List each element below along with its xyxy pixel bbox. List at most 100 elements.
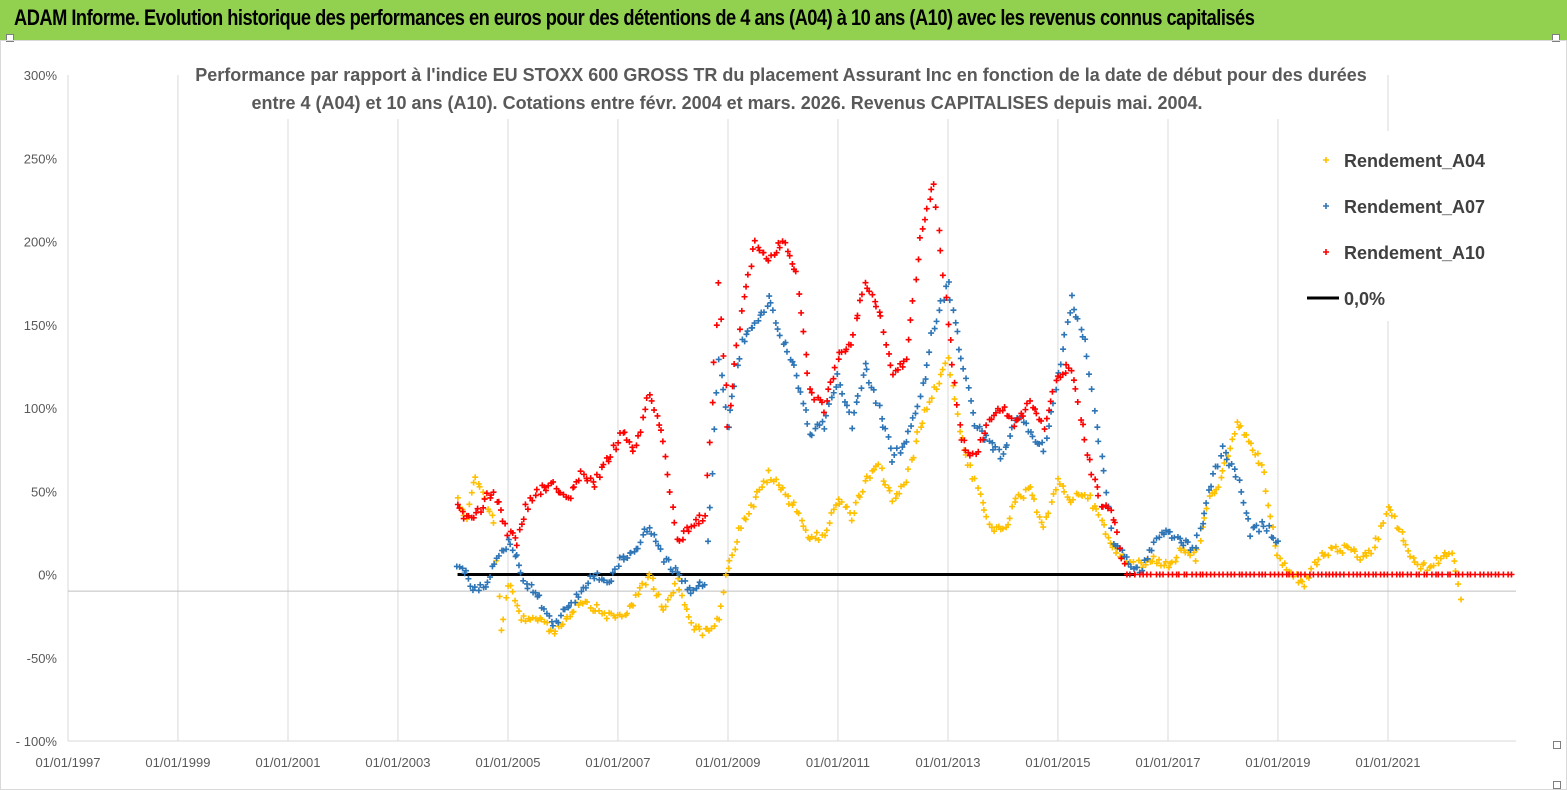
data-point-Rendement_A04 — [596, 607, 603, 614]
data-point-Rendement_A07 — [914, 403, 921, 410]
data-point-Rendement_A07 — [1166, 528, 1173, 535]
data-point-Rendement_A10 — [642, 406, 649, 413]
data-point-Rendement_A07 — [722, 404, 729, 411]
data-point-Rendement_A10 — [1439, 571, 1446, 578]
data-point-Rendement_A07 — [743, 331, 750, 338]
data-point-Rendement_A04 — [1332, 543, 1339, 550]
data-point-Rendement_A04 — [954, 411, 961, 418]
data-point-Rendement_A04 — [862, 477, 869, 484]
data-point-Rendement_A10 — [662, 453, 669, 460]
data-point-Rendement_A04 — [945, 354, 952, 361]
data-point-Rendement_A04 — [635, 591, 642, 598]
data-point-Rendement_A07 — [1197, 525, 1204, 532]
data-point-Rendement_A07 — [1153, 535, 1160, 542]
y-tick-label: -50% — [27, 651, 58, 666]
data-point-Rendement_A04 — [1036, 513, 1043, 520]
data-point-Rendement_A10 — [610, 442, 617, 449]
data-point-Rendement_A04 — [664, 596, 671, 603]
x-tick-label: 01/01/2021 — [1355, 755, 1420, 770]
data-point-Rendement_A07 — [528, 581, 535, 588]
data-point-Rendement_A04 — [1410, 554, 1417, 561]
data-point-Rendement_A04 — [1038, 519, 1045, 526]
data-point-Rendement_A04 — [636, 584, 643, 591]
data-point-Rendement_A10 — [1099, 503, 1106, 510]
data-point-Rendement_A04 — [650, 575, 657, 582]
data-point-Rendement_A04 — [522, 618, 529, 625]
data-point-Rendement_A04 — [676, 586, 683, 593]
data-point-Rendement_A04 — [903, 479, 910, 486]
data-point-Rendement_A10 — [643, 394, 650, 401]
data-point-Rendement_A10 — [811, 396, 818, 403]
data-point-Rendement_A04 — [518, 617, 525, 624]
data-point-Rendement_A10 — [509, 529, 516, 536]
data-point-Rendement_A04 — [1451, 558, 1458, 565]
data-point-Rendement_A07 — [862, 360, 869, 367]
data-point-Rendement_A10 — [907, 317, 914, 324]
data-point-Rendement_A07 — [640, 531, 647, 538]
data-point-Rendement_A07 — [1103, 489, 1110, 496]
data-point-Rendement_A07 — [1053, 386, 1060, 393]
data-point-Rendement_A10 — [856, 297, 863, 304]
data-point-Rendement_A10 — [932, 204, 939, 211]
data-point-Rendement_A04 — [1375, 536, 1382, 543]
data-point-Rendement_A10 — [481, 496, 488, 503]
data-point-Rendement_A07 — [646, 524, 653, 531]
data-point-Rendement_A07 — [976, 423, 983, 430]
data-point-Rendement_A10 — [607, 454, 614, 461]
data-point-Rendement_A04 — [1061, 488, 1068, 495]
data-point-Rendement_A04 — [544, 619, 551, 626]
data-point-Rendement_A07 — [997, 455, 1004, 462]
data-point-Rendement_A10 — [854, 312, 861, 319]
data-point-Rendement_A04 — [1391, 513, 1398, 520]
data-point-Rendement_A04 — [1069, 496, 1076, 503]
legend-marker-Rendement_A10 — [1323, 249, 1329, 255]
data-point-Rendement_A07 — [1064, 319, 1071, 326]
data-point-Rendement_A07 — [637, 539, 644, 546]
data-point-Rendement_A10 — [1022, 406, 1029, 413]
data-point-Rendement_A07 — [782, 339, 789, 346]
data-point-Rendement_A07 — [1205, 487, 1212, 494]
data-point-Rendement_A10 — [1508, 571, 1515, 578]
data-point-Rendement_A07 — [760, 309, 767, 316]
data-point-Rendement_A10 — [575, 477, 582, 484]
data-point-Rendement_A07 — [1177, 535, 1184, 542]
data-point-Rendement_A07 — [830, 389, 837, 396]
data-point-Rendement_A10 — [889, 371, 896, 378]
data-point-Rendement_A10 — [671, 519, 678, 526]
x-tick-label: 01/01/2019 — [1245, 755, 1310, 770]
chart-title: Performance par rapport à l'indice EU ST… — [195, 59, 1367, 119]
data-point-Rendement_A04 — [1380, 520, 1387, 527]
data-point-Rendement_A04 — [630, 602, 637, 609]
data-point-Rendement_A04 — [1344, 544, 1351, 551]
data-point-Rendement_A07 — [1260, 523, 1267, 530]
data-point-Rendement_A04 — [800, 523, 807, 530]
data-point-Rendement_A10 — [596, 474, 603, 481]
data-point-Rendement_A04 — [826, 520, 833, 527]
data-point-Rendement_A10 — [830, 375, 837, 382]
data-point-Rendement_A07 — [1100, 467, 1107, 474]
series-Rendement_A07 — [453, 279, 1281, 629]
data-point-Rendement_A07 — [1208, 483, 1215, 490]
data-point-Rendement_A07 — [615, 563, 622, 570]
x-tick-label: 01/01/2011 — [806, 755, 870, 770]
data-point-Rendement_A10 — [947, 336, 954, 343]
data-point-Rendement_A07 — [843, 402, 850, 409]
legend-marker-Rendement_A04 — [1323, 157, 1329, 163]
data-point-Rendement_A07 — [992, 443, 999, 450]
data-point-Rendement_A04 — [765, 467, 772, 474]
data-point-Rendement_A07 — [897, 449, 904, 456]
data-point-Rendement_A07 — [1091, 407, 1098, 414]
data-point-Rendement_A07 — [879, 415, 886, 422]
data-point-Rendement_A10 — [635, 432, 642, 439]
data-point-Rendement_A10 — [743, 283, 750, 290]
chart: 01/01/1997 01/01/1999 01/01/2001 01/01/2003… — [16, 59, 1516, 770]
data-point-Rendement_A10 — [919, 225, 926, 232]
data-point-Rendement_A07 — [709, 470, 716, 477]
data-point-Rendement_A07 — [546, 612, 553, 619]
data-point-Rendement_A10 — [957, 421, 964, 428]
data-point-Rendement_A10 — [951, 379, 958, 386]
data-point-Rendement_A10 — [980, 436, 987, 443]
data-point-Rendement_A04 — [570, 608, 577, 615]
data-point-Rendement_A07 — [839, 390, 846, 397]
data-point-Rendement_A04 — [470, 479, 477, 486]
